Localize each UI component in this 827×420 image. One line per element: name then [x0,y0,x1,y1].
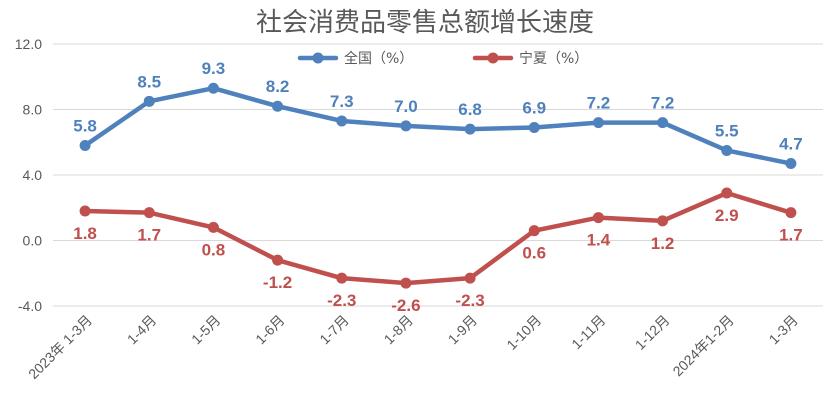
data-point [400,277,412,289]
chart-title: 社会消费品零售总额增长速度 [256,8,594,38]
x-tick-label: 1-9月 [445,312,481,348]
data-label: 7.2 [587,94,611,113]
data-point [272,254,284,266]
x-tick-label: 1-6月 [252,312,288,348]
x-tick-label: 1-8月 [381,312,417,348]
data-point [336,115,348,127]
y-tick-label: 0.0 [23,233,43,249]
data-label: 1.4 [587,231,611,250]
data-point [785,158,797,170]
legend-label: 全国（%） [344,50,413,67]
x-tick-label: 1-5月 [188,312,224,348]
data-label: 1.7 [779,226,803,245]
x-tick-label: 1-7月 [316,312,352,348]
data-point [528,122,540,134]
data-point [336,272,348,284]
y-tick-label: 12.0 [15,36,42,52]
data-label: 7.3 [330,92,354,111]
x-tick-label: 2024年1-2月 [669,312,736,379]
data-point [143,95,155,107]
data-label: 2.9 [715,206,739,225]
data-label: 0.6 [522,244,546,263]
data-label: 0.8 [202,240,226,259]
data-point [400,120,412,132]
data-label: 9.3 [202,59,226,78]
data-point [207,82,219,94]
y-tick-label: -4.0 [18,298,42,314]
data-point [657,215,669,227]
x-tick-label: 1-3月 [766,312,802,348]
data-point [464,272,476,284]
data-point [528,225,540,237]
data-label: 7.0 [394,97,418,116]
data-label: -2.6 [391,296,420,315]
legend-label: 宁夏（%） [519,50,588,67]
y-tick-label: 4.0 [23,167,43,183]
data-label: 8.5 [137,72,161,91]
data-label: -2.3 [455,291,484,310]
data-label: 6.9 [522,99,546,118]
data-label: -1.2 [263,273,292,292]
data-point [657,117,669,129]
series-line [82,190,794,286]
data-labels: 5.8 8.5 9.3 8.2 7.3 7.0 6.8 6.9 7.2 7.2 5.5 4.7 1.8 1… [73,59,802,315]
data-point [207,221,219,233]
x-tick-label: 1-10月 [503,312,544,353]
data-point [272,100,284,112]
data-point [721,144,733,156]
data-label: 5.5 [715,121,739,140]
data-label: 1.2 [651,234,675,253]
data-point [464,123,476,135]
data-label: 6.8 [458,100,482,119]
data-point [79,205,91,217]
legend-marker [312,52,324,64]
legend-marker [487,52,499,64]
y-axis: 12.0 8.0 4.0 0.0 -4.0 [15,36,42,314]
series-lines [79,82,797,289]
y-tick-label: 8.0 [23,102,43,118]
data-label: 1.8 [73,224,97,243]
legend: 全国（%） 宁夏（%） [297,50,588,67]
x-tick-label: 1-4月 [124,312,160,348]
data-point [721,187,733,199]
data-label: 5.8 [73,117,97,136]
data-label: -2.3 [327,291,356,310]
data-point [79,140,91,152]
data-point [592,117,604,129]
x-tick-label: 2023年 1-3月 [25,312,95,382]
data-label: 8.2 [266,77,290,96]
x-tick-label: 1-12月 [632,312,673,353]
data-point [143,207,155,219]
x-axis: 2023年 1-3月 1-4月 1-5月 1-6月 1-7月 1-8月 1-9月 1-10月 1… [25,312,801,382]
data-point [785,207,797,219]
x-tick-label: 1-11月 [568,312,608,352]
data-label: 1.7 [137,226,161,245]
data-label: 4.7 [779,135,803,154]
data-label: 7.2 [651,94,675,113]
series-line [82,85,794,166]
gridlines [53,43,823,307]
data-point [592,212,604,224]
